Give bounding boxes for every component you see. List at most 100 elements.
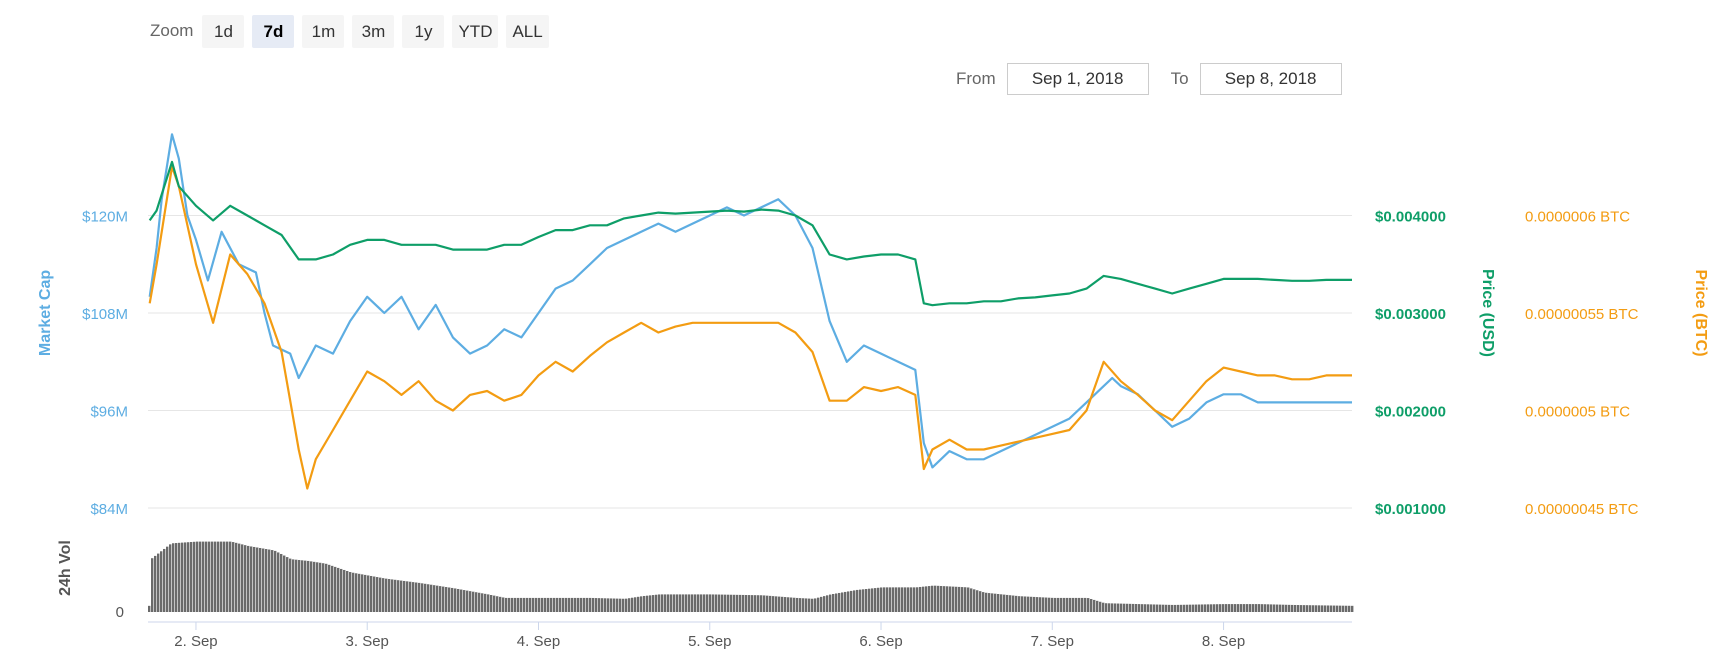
volume-bar: [1117, 603, 1120, 612]
zoom-1d-button[interactable]: 1d: [202, 14, 245, 48]
volume-bar: [787, 597, 790, 612]
date-range: From To: [950, 62, 1358, 96]
zoom-1y-button[interactable]: 1y: [402, 14, 445, 48]
volume-bar: [517, 597, 520, 612]
volume-bar: [316, 562, 319, 612]
volume-bar: [868, 588, 871, 612]
volume-bar: [1036, 597, 1039, 612]
volume-bar: [454, 588, 457, 612]
volume-bar: [589, 597, 592, 612]
volume-bar: [247, 545, 250, 612]
volume-bar: [334, 566, 337, 612]
volume-bar: [583, 597, 586, 612]
volume-bar: [475, 592, 478, 612]
volume-bar: [1201, 604, 1204, 612]
volume-bar: [661, 594, 664, 612]
volume-bar: [1102, 602, 1105, 612]
volume-bar: [670, 594, 673, 612]
volume-bar: [610, 598, 613, 612]
volume-bar: [385, 578, 388, 612]
volume-bar: [403, 580, 406, 612]
volume-bar: [871, 588, 874, 612]
volume-bar: [634, 597, 637, 612]
zoom-ytd-button[interactable]: YTD: [452, 14, 499, 48]
volume-bar: [367, 575, 370, 612]
volume-bar: [277, 552, 280, 612]
volume-bar: [988, 593, 991, 612]
volume-bar: [1009, 595, 1012, 612]
volume-bar: [325, 563, 328, 612]
volume-bar: [175, 543, 178, 612]
from-date-input[interactable]: [1006, 63, 1149, 95]
volume-bar: [532, 597, 535, 612]
volume-bar: [712, 594, 715, 612]
volume-bar: [193, 541, 196, 612]
volume-bar: [679, 594, 682, 612]
price-usd-axis-title: Price (USD): [1479, 269, 1496, 357]
volume-bar: [1261, 604, 1264, 612]
volume-bar: [511, 597, 514, 612]
volume-bar: [862, 589, 865, 612]
zoom-all-button[interactable]: ALL: [506, 14, 549, 48]
volume-bar: [637, 596, 640, 612]
volume-bar: [223, 541, 226, 612]
volume-bar: [1015, 595, 1018, 612]
zoom-7d-button[interactable]: 7d: [252, 14, 295, 48]
x-tick-label: 2. Sep: [174, 633, 217, 650]
volume-bar: [733, 594, 736, 612]
volume-bar: [1063, 597, 1066, 612]
volume-bar: [382, 578, 385, 612]
volume-bar: [700, 594, 703, 612]
to-date-input[interactable]: [1199, 63, 1342, 95]
volume-bar: [1033, 596, 1036, 612]
volume-bar: [850, 590, 853, 612]
volume-bar: [1186, 604, 1189, 612]
volume-bar: [925, 586, 928, 612]
volume-bar: [1153, 604, 1156, 612]
volume-bar: [274, 550, 277, 612]
volume-bar: [847, 591, 850, 612]
zoom-3m-button[interactable]: 3m: [352, 14, 395, 48]
volume-bar: [1327, 605, 1330, 612]
volume-bar: [556, 597, 559, 612]
volume-bar: [682, 594, 685, 612]
volume-bar: [757, 595, 760, 612]
volume-bar: [889, 587, 892, 612]
volume-bar: [535, 597, 538, 612]
volume-bar: [970, 588, 973, 612]
volume-bar: [529, 597, 532, 612]
volume-bar: [640, 596, 643, 612]
zoom-1m-button[interactable]: 1m: [302, 14, 345, 48]
volume-bar: [232, 542, 235, 612]
price-usd-tick-label: $0.003000: [1375, 306, 1446, 323]
volume-bar: [619, 598, 622, 612]
volume-bar: [1225, 604, 1228, 612]
volume-bar: [742, 594, 745, 612]
volume-bar: [832, 593, 835, 612]
volume-bar: [724, 594, 727, 612]
volume-bar: [538, 597, 541, 612]
volume-bar: [943, 586, 946, 612]
volume-bar: [1240, 604, 1243, 612]
volume-bar: [1330, 605, 1333, 612]
volume-bar: [448, 587, 451, 612]
volume-bar: [1087, 598, 1090, 612]
volume-bar: [1273, 604, 1276, 612]
volume-bar: [952, 586, 955, 612]
volume-bar: [1003, 594, 1006, 612]
volume-bar: [844, 591, 847, 612]
price-btc-tick-label: 0.00000045 BTC: [1525, 501, 1639, 518]
volume-bar: [877, 587, 880, 612]
volume-bar: [628, 598, 631, 612]
volume-bar: [667, 594, 670, 612]
volume-bar: [424, 583, 427, 612]
volume-bar: [760, 595, 763, 612]
volume-bar: [817, 597, 820, 612]
volume-bar: [166, 546, 169, 612]
volume-bar: [796, 597, 799, 612]
volume-bar: [178, 542, 181, 612]
volume-bar: [469, 591, 472, 612]
volume-bar: [1042, 597, 1045, 612]
volume-bar: [349, 572, 352, 612]
volume-bar: [1084, 597, 1087, 612]
